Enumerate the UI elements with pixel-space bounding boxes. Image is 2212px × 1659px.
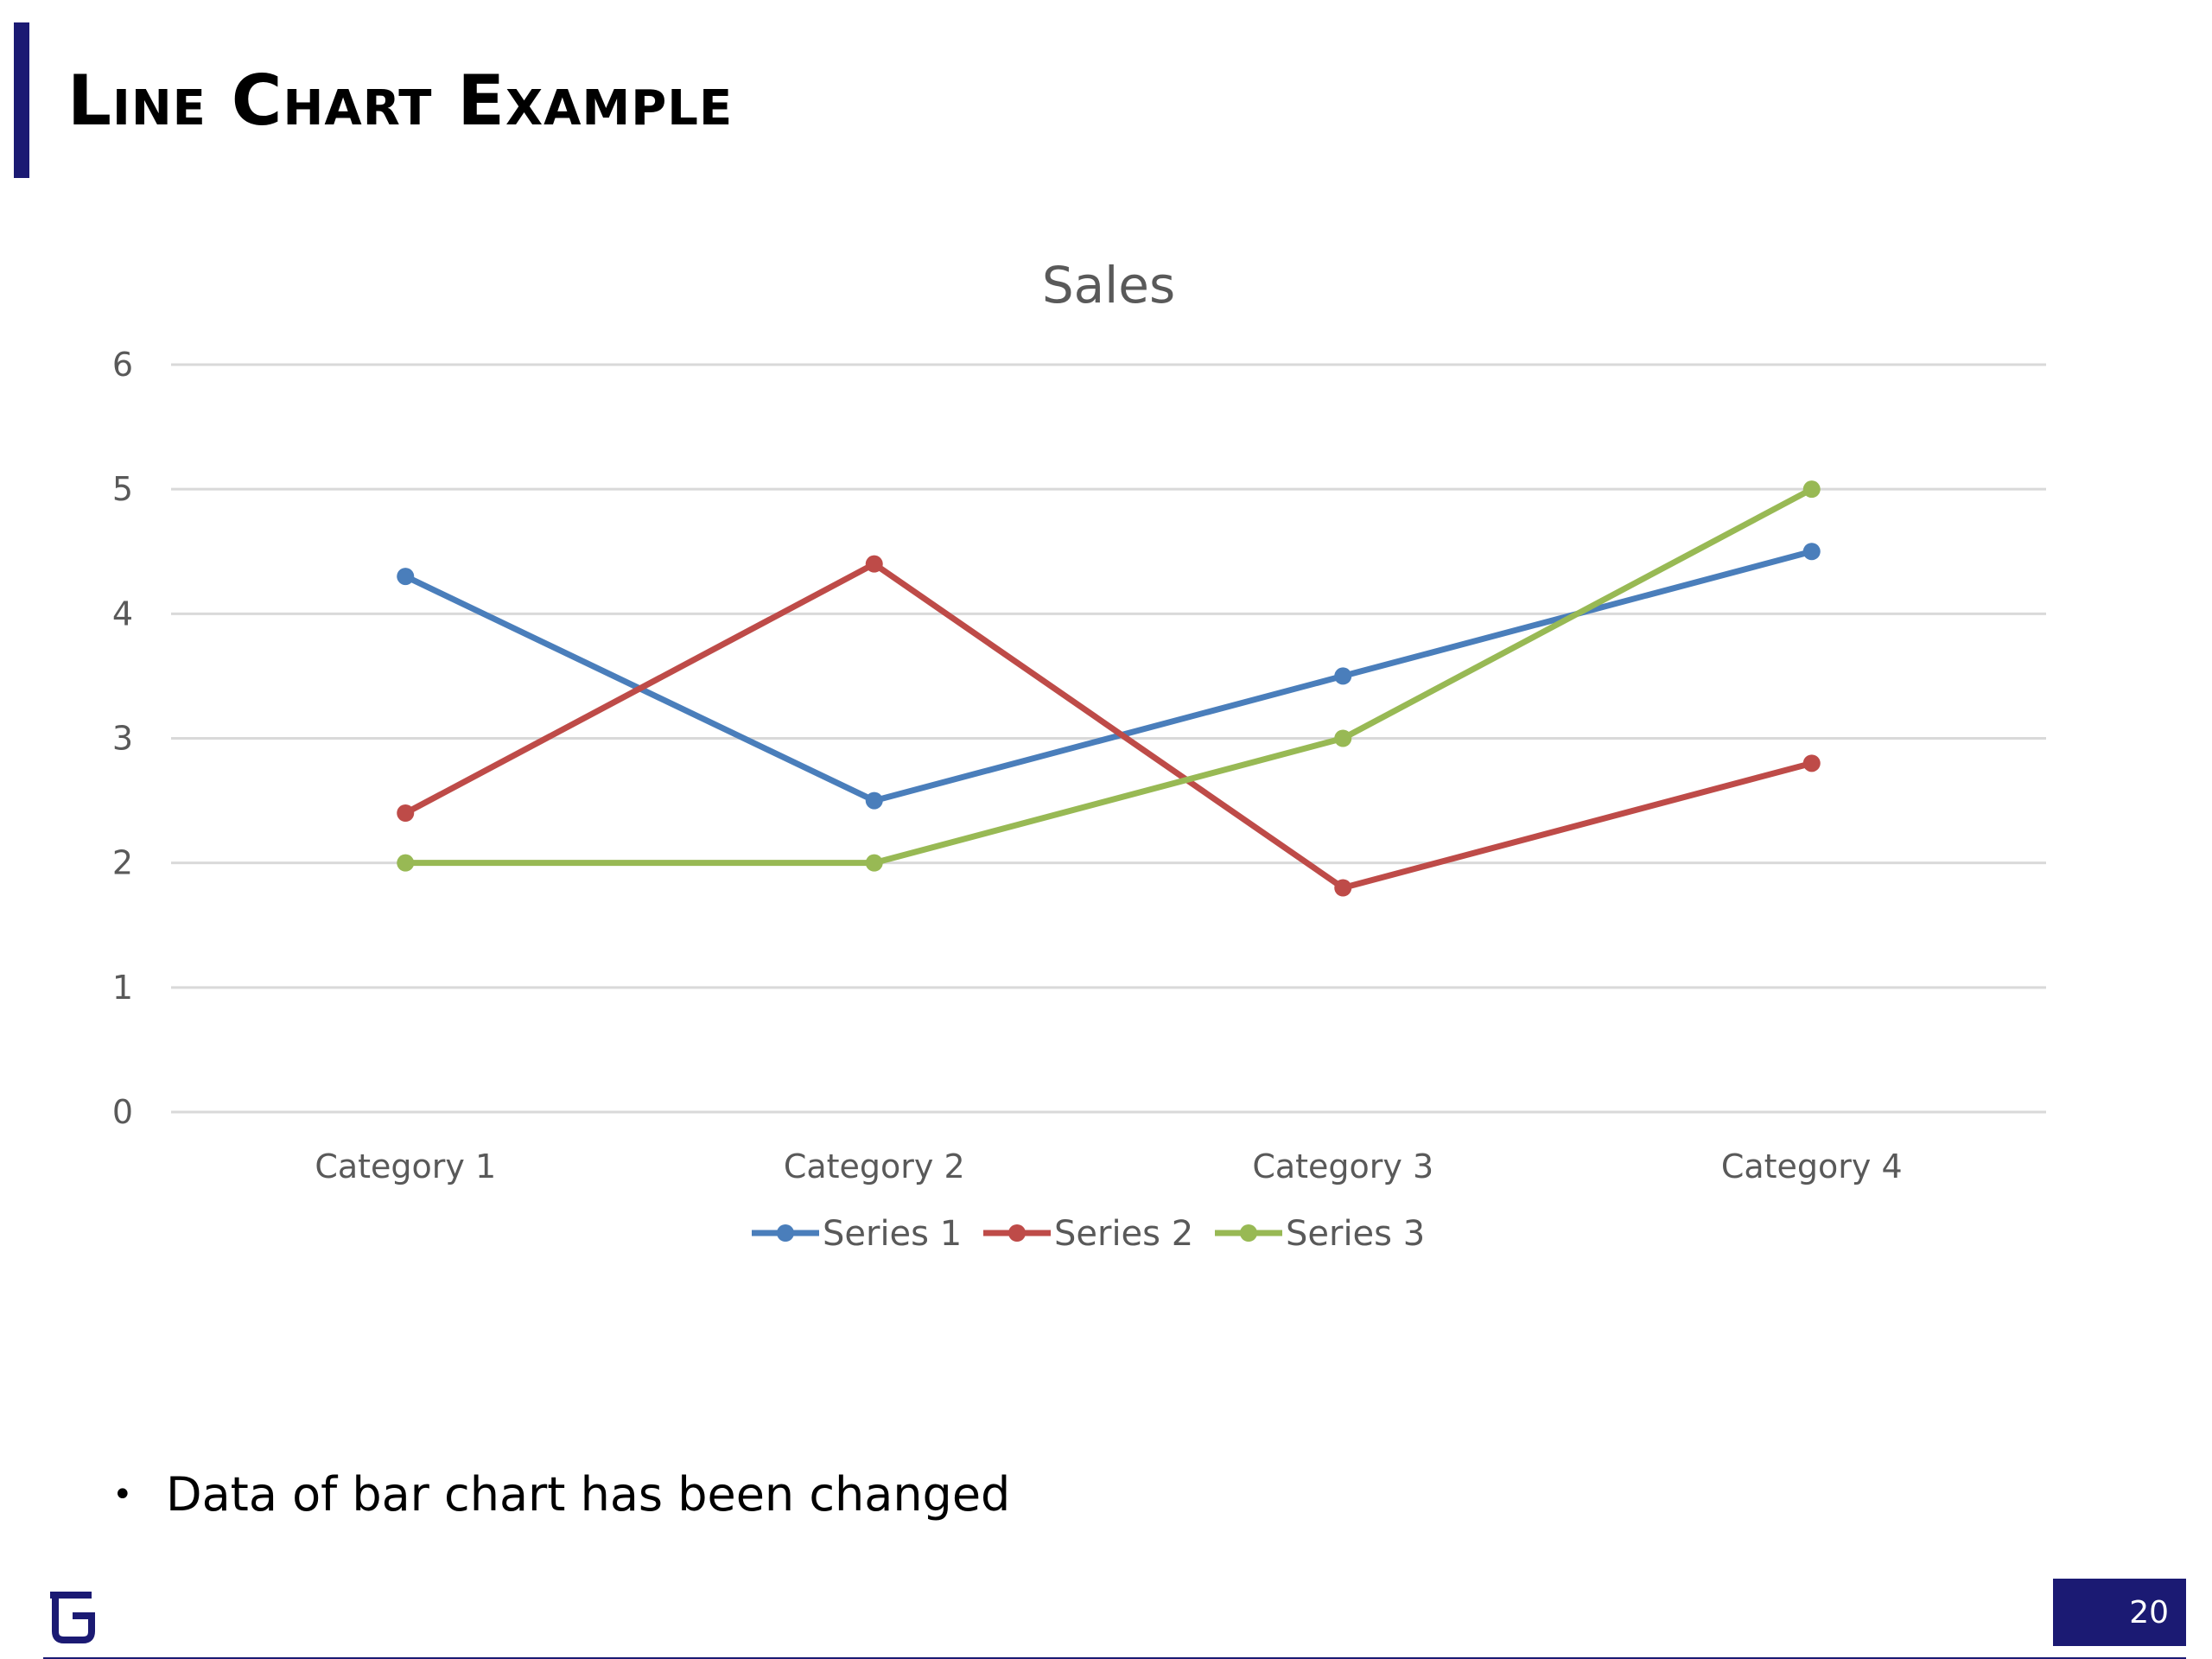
series-1-point [397, 568, 415, 586]
series-3-point [865, 854, 883, 872]
series-1-point [1334, 667, 1352, 685]
page-number: 20 [2129, 1594, 2169, 1630]
legend-swatch-marker [1240, 1224, 1257, 1242]
y-tick-label: 6 [112, 346, 133, 384]
footer-rule [43, 1657, 2186, 1659]
legend-swatch-marker [777, 1224, 794, 1242]
legend-item-series-1: Series 1 [752, 1214, 962, 1254]
series-2-point [1334, 879, 1352, 897]
x-axis-tick-labels: Category 1 Category 2 Category 3 Category 4 [315, 1147, 1902, 1185]
series-lines [402, 486, 1815, 891]
legend-label: Series 3 [1286, 1214, 1425, 1254]
series-3-line [402, 486, 1815, 867]
series-3-point [1334, 729, 1352, 747]
series-1-point [865, 791, 883, 810]
legend-swatch-marker [1008, 1224, 1026, 1242]
legend-label: Series 1 [823, 1214, 962, 1254]
series-1-point [1802, 543, 1821, 561]
y-tick-label: 4 [112, 594, 133, 632]
y-tick-label: 2 [112, 844, 133, 882]
series-markers [397, 480, 1821, 897]
x-tick-label: Category 3 [1252, 1147, 1433, 1185]
bullet-marker: • [112, 1475, 133, 1515]
series-2-point [865, 555, 883, 573]
series-3-point [397, 854, 415, 872]
title-accent-bar [14, 22, 29, 178]
x-tick-label: Category 4 [1721, 1147, 1903, 1185]
y-axis-tick-labels: 0 1 2 3 4 5 6 [112, 346, 133, 1131]
series-2-line [402, 561, 1815, 891]
page-number-box: 20 [2053, 1579, 2186, 1646]
legend-item-series-2: Series 2 [983, 1214, 1193, 1254]
bullet-text: Data of bar chart has been changed [166, 1467, 1011, 1522]
y-tick-label: 1 [112, 969, 133, 1007]
bullet-item: • Data of bar chart has been changed [112, 1460, 1010, 1529]
y-tick-label: 3 [112, 720, 133, 758]
slide-title: Line Chart Example [67, 60, 734, 141]
series-2-point [1802, 754, 1821, 772]
chart-legend: Series 1 Series 2 Series 3 [752, 1214, 1425, 1254]
series-3-point [1802, 480, 1821, 499]
y-tick-label: 5 [112, 470, 133, 508]
series-2-point [397, 804, 415, 822]
x-tick-label: Category 2 [784, 1147, 965, 1185]
bullet-list: • Data of bar chart has been changed [112, 1460, 1010, 1529]
y-tick-label: 0 [112, 1093, 133, 1131]
company-logo-icon [50, 1592, 95, 1643]
x-tick-label: Category 1 [315, 1147, 496, 1185]
chart-title: Sales [1042, 256, 1175, 315]
legend-item-series-3: Series 3 [1215, 1214, 1425, 1254]
legend-label: Series 2 [1054, 1214, 1193, 1254]
series-1-line [402, 548, 1815, 804]
